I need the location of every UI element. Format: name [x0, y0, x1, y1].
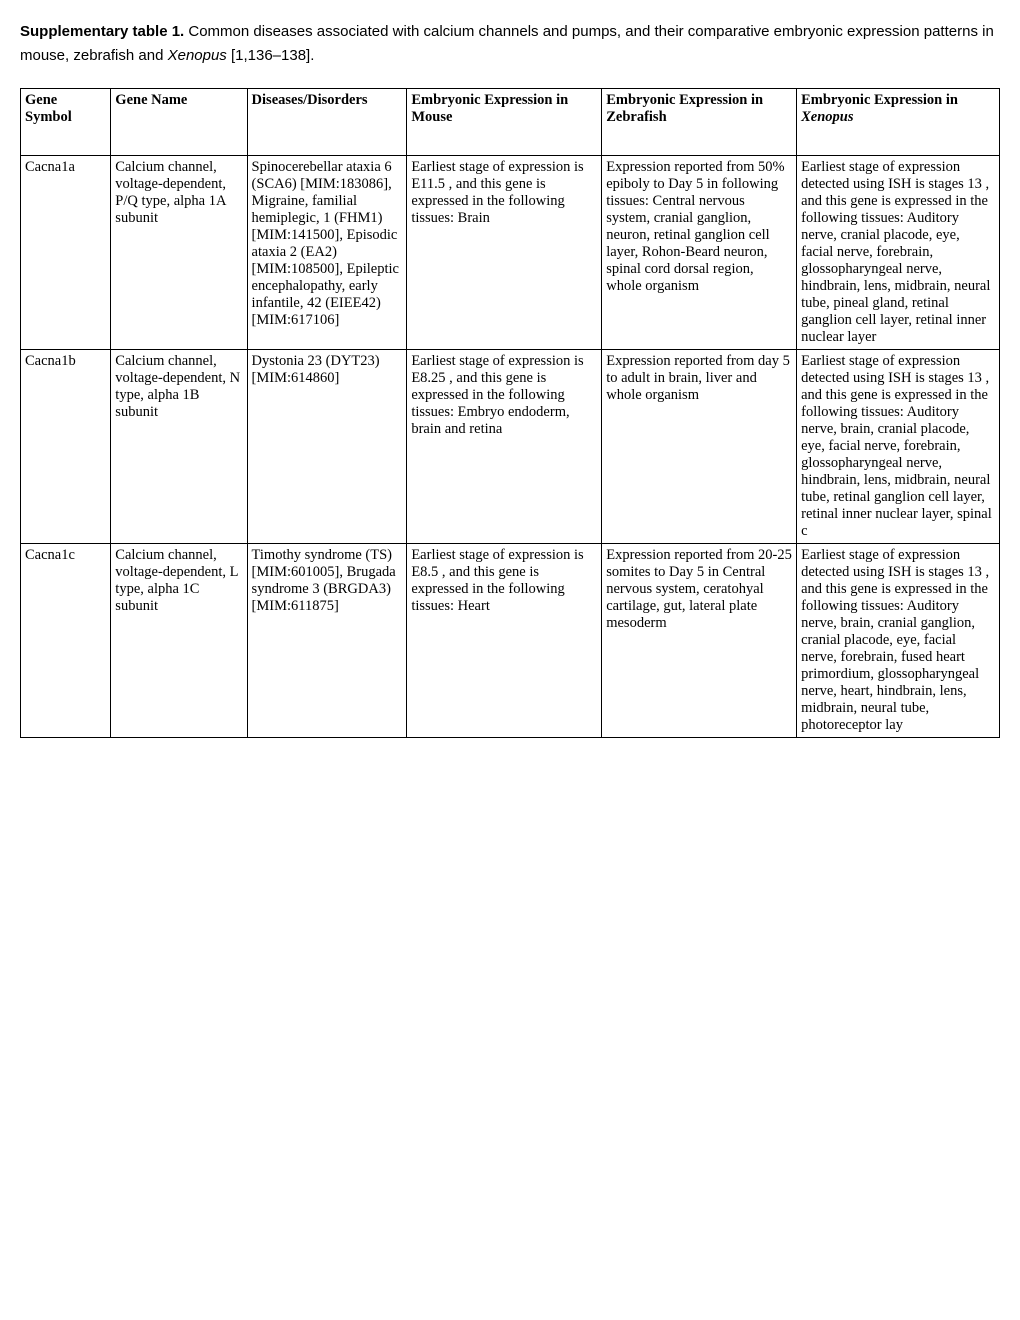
cell-name: Calcium channel, voltage-dependent, P/Q …: [111, 156, 247, 350]
table-row: Cacna1b Calcium channel, voltage-depende…: [21, 350, 1000, 544]
cell-diseases: Spinocerebellar ataxia 6 (SCA6) [MIM:183…: [247, 156, 407, 350]
table-row: Cacna1a Calcium channel, voltage-depende…: [21, 156, 1000, 350]
cell-diseases: Dystonia 23 (DYT23) [MIM:614860]: [247, 350, 407, 544]
cell-diseases: Timothy syndrome (TS) [MIM:601005], Brug…: [247, 544, 407, 738]
caption-text-2: [1,136–138].: [227, 47, 315, 64]
table-header-row: Gene Symbol Gene Name Diseases/Disorders…: [21, 89, 1000, 156]
header-gene-symbol: Gene Symbol: [21, 89, 111, 156]
cell-name: Calcium channel, voltage-dependent, L ty…: [111, 544, 247, 738]
cell-xenopus: Earliest stage of expression detected us…: [797, 156, 1000, 350]
header-xenopus-prefix: Embryonic Expression in: [801, 92, 958, 108]
cell-name: Calcium channel, voltage-dependent, N ty…: [111, 350, 247, 544]
cell-symbol: Cacna1b: [21, 350, 111, 544]
supplementary-table: Gene Symbol Gene Name Diseases/Disorders…: [20, 88, 1000, 738]
cell-mouse: Earliest stage of expression is E11.5 , …: [407, 156, 602, 350]
cell-zebrafish: Expression reported from 20-25 somites t…: [602, 544, 797, 738]
header-xenopus: Embryonic Expression in Xenopus: [797, 89, 1000, 156]
cell-symbol: Cacna1a: [21, 156, 111, 350]
caption-label: Supplementary table 1.: [20, 23, 184, 40]
cell-symbol: Cacna1c: [21, 544, 111, 738]
cell-mouse: Earliest stage of expression is E8.25 , …: [407, 350, 602, 544]
header-gene-name: Gene Name: [111, 89, 247, 156]
header-diseases: Diseases/Disorders: [247, 89, 407, 156]
caption-species: Xenopus: [168, 47, 227, 64]
header-mouse: Embryonic Expression in Mouse: [407, 89, 602, 156]
header-xenopus-italic: Xenopus: [801, 109, 853, 125]
cell-mouse: Earliest stage of expression is E8.5 , a…: [407, 544, 602, 738]
header-zebrafish: Embryonic Expression in Zebrafish: [602, 89, 797, 156]
table-caption: Supplementary table 1. Common diseases a…: [20, 20, 1000, 68]
cell-zebrafish: Expression reported from day 5 to adult …: [602, 350, 797, 544]
cell-zebrafish: Expression reported from 50% epiboly to …: [602, 156, 797, 350]
cell-xenopus: Earliest stage of expression detected us…: [797, 544, 1000, 738]
table-row: Cacna1c Calcium channel, voltage-depende…: [21, 544, 1000, 738]
cell-xenopus: Earliest stage of expression detected us…: [797, 350, 1000, 544]
